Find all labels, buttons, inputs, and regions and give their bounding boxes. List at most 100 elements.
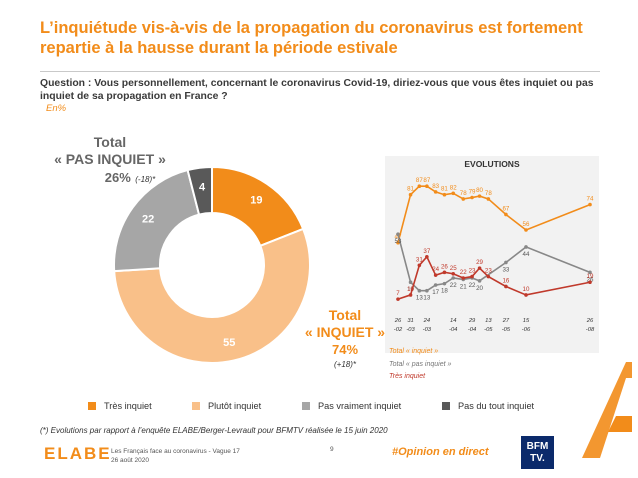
legend-swatch xyxy=(442,402,450,410)
evo-point xyxy=(504,212,508,217)
evo-data-label: 13 xyxy=(416,295,423,302)
legend-label: Très inquiet xyxy=(104,401,152,411)
evo-legend-tres-inquiet: Très inquiet xyxy=(389,373,426,380)
evo-point xyxy=(504,284,508,289)
evo-point xyxy=(425,184,429,189)
legend-pas-vraiment-inquiet: Pas vraiment inquiet xyxy=(302,401,401,411)
evo-point xyxy=(451,271,456,276)
donut-slice-2 xyxy=(113,168,201,273)
source-line-1: Les Français face au coronavirus - Vague… xyxy=(111,448,240,455)
evo-point xyxy=(396,297,400,301)
evo-tick-month: -03 xyxy=(406,327,415,333)
evo-point xyxy=(477,279,482,283)
inquiet-delta: (+18)* xyxy=(333,360,356,369)
evo-point xyxy=(477,266,482,270)
footnote: (*) Evolutions par rapport à l’enquête E… xyxy=(40,426,388,435)
evo-data-label: 10 xyxy=(407,286,414,293)
evo-data-label: 10 xyxy=(523,286,530,293)
evo-data-label: 22 xyxy=(450,282,457,289)
evo-tick-month: -04 xyxy=(449,327,457,333)
evo-series-line-1 xyxy=(397,234,591,292)
evo-tick-day: 31 xyxy=(407,318,413,324)
legend-plutot-inquiet: Plutôt inquiet xyxy=(192,401,261,411)
evo-point xyxy=(417,184,422,189)
evo-data-label: 81 xyxy=(441,186,448,193)
evo-tick-day: 24 xyxy=(423,318,430,324)
evo-tick-month: -05 xyxy=(484,327,493,333)
evo-data-label: 16 xyxy=(502,277,509,284)
evo-point xyxy=(396,232,400,237)
legend-swatch xyxy=(88,402,96,410)
evo-point xyxy=(433,190,438,194)
pas-inquiet-delta: (-18)* xyxy=(135,175,156,184)
evo-point xyxy=(417,288,422,293)
evo-data-label: 74 xyxy=(587,196,594,203)
inquiet-value: 74% xyxy=(331,342,359,357)
evo-legend-inquiet: Total « inquiet » xyxy=(389,348,439,355)
legend-swatch xyxy=(302,402,310,410)
hashtag: #Opinion en direct xyxy=(392,446,489,458)
evo-data-label: 18 xyxy=(441,288,448,295)
evo-data-label: 79 xyxy=(469,189,476,196)
legend-label: Pas vraiment inquiet xyxy=(318,401,402,411)
evo-data-label: 26 xyxy=(587,276,594,283)
evo-data-label: 80 xyxy=(476,187,483,194)
evo-point xyxy=(417,263,422,268)
evo-point xyxy=(524,245,528,249)
evo-data-label: 24 xyxy=(432,266,439,273)
evo-tick-day: 26 xyxy=(586,318,594,324)
evo-tick-month: -05 xyxy=(502,327,511,333)
evo-data-label: 25 xyxy=(450,265,457,272)
evo-point xyxy=(451,276,456,280)
evo-point xyxy=(442,192,447,197)
evo-tick-day: 15 xyxy=(523,318,530,324)
legend-label: Plutôt inquiet xyxy=(208,401,262,411)
evo-point xyxy=(461,276,466,280)
evo-tick-month: -03 xyxy=(423,327,432,333)
unit-label: En% xyxy=(46,103,67,114)
evolutions-panel xyxy=(385,156,599,353)
question-text: Question : Vous personnellement, concern… xyxy=(40,78,594,102)
evo-data-label: 13 xyxy=(423,295,430,302)
evo-point xyxy=(470,274,474,279)
evo-data-label: 21 xyxy=(460,283,467,290)
pas-inquiet-total-label: Total xyxy=(93,134,127,150)
evo-point xyxy=(433,283,438,287)
evo-data-label: 7 xyxy=(396,290,400,297)
evo-tick-day: 26 xyxy=(394,318,402,324)
evo-point xyxy=(433,273,438,277)
evo-point xyxy=(425,255,429,259)
inquiet-total-label: Total xyxy=(328,307,362,323)
evo-data-label: 17 xyxy=(432,289,439,296)
pas-inquiet-value-line: 26% (-18)* xyxy=(75,169,185,187)
legend-label: Pas du tout inquiet xyxy=(458,401,535,411)
evolutions-title: EVOLUTIONS xyxy=(464,159,520,169)
pas-inquiet-value: 26% xyxy=(104,170,131,185)
evo-data-label: 44 xyxy=(523,251,530,258)
evo-tick-month: -04 xyxy=(468,327,476,333)
evo-data-label: 23 xyxy=(485,268,492,275)
donut-slice-1 xyxy=(113,227,311,364)
evo-point xyxy=(524,293,528,297)
evo-data-label: 81 xyxy=(407,186,414,193)
evo-point xyxy=(486,197,491,201)
evo-legend-pas-inquiet: Total « pas inquiet » xyxy=(389,361,452,368)
donut-slice-label-3: 4 xyxy=(199,182,206,194)
title-divider xyxy=(40,71,600,72)
evo-point xyxy=(442,281,447,286)
evo-data-label: 19 xyxy=(407,286,414,293)
evo-data-label: 33 xyxy=(502,266,509,273)
evo-data-label: 22 xyxy=(460,269,467,276)
evo-point xyxy=(588,270,592,275)
evo-data-label: 83 xyxy=(432,183,439,190)
evo-point xyxy=(408,192,413,197)
evo-point xyxy=(504,260,508,265)
evo-point xyxy=(442,270,447,275)
legend-tres-inquiet: Très inquiet xyxy=(88,401,152,411)
evo-data-label: 82 xyxy=(450,184,457,191)
evo-data-label: 23 xyxy=(469,268,476,275)
page-number: 9 xyxy=(330,446,334,453)
tv-text: TV. xyxy=(530,452,545,464)
source-line-2: 26 août 2020 xyxy=(111,457,149,464)
